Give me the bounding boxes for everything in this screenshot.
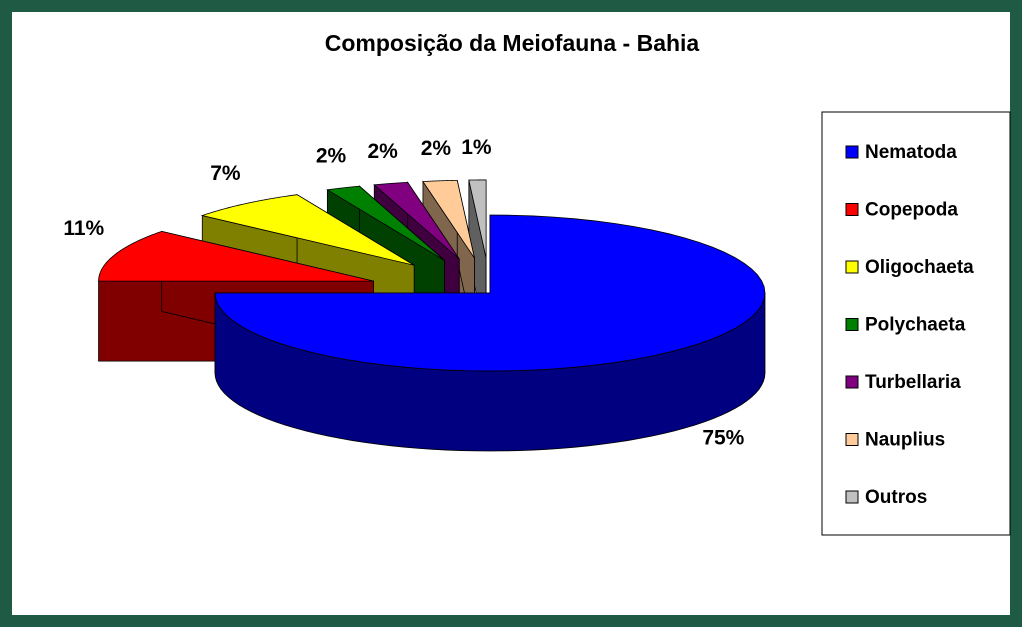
slice-top [326,185,445,261]
legend-swatch [845,318,859,331]
data-label: 2% [316,145,347,168]
slice-top [373,181,460,260]
legend-swatch [845,375,859,389]
data-label: 1% [461,136,492,159]
slice-top [468,179,487,259]
slice-top [422,179,475,259]
legend-label: Oligochaeta [865,257,974,278]
data-label: 7% [210,162,241,185]
legend-swatch [845,203,859,216]
legend-label: Nauplius [865,430,945,451]
legend-swatch [845,433,859,446]
data-label: 2% [421,137,452,160]
legend-swatch [845,145,859,159]
data-label: 11% [63,217,104,240]
legend-label: Polychaeta [865,315,966,336]
slice-top [200,194,415,266]
legend-swatch [845,260,859,274]
slice-top [214,214,766,372]
data-label: 75% [702,427,744,450]
legend-label: Nematoda [865,142,957,163]
pie-slice [214,214,766,452]
slice-top [98,230,374,282]
legend-label: Copepoda [865,200,958,221]
data-label: 2% [367,140,398,163]
legend-label: Turbellaria [865,372,961,393]
legend-label: Outros [865,487,927,508]
chart-title: Composição da Meiofauna - Bahia [325,30,700,56]
legend-swatch [845,490,859,504]
